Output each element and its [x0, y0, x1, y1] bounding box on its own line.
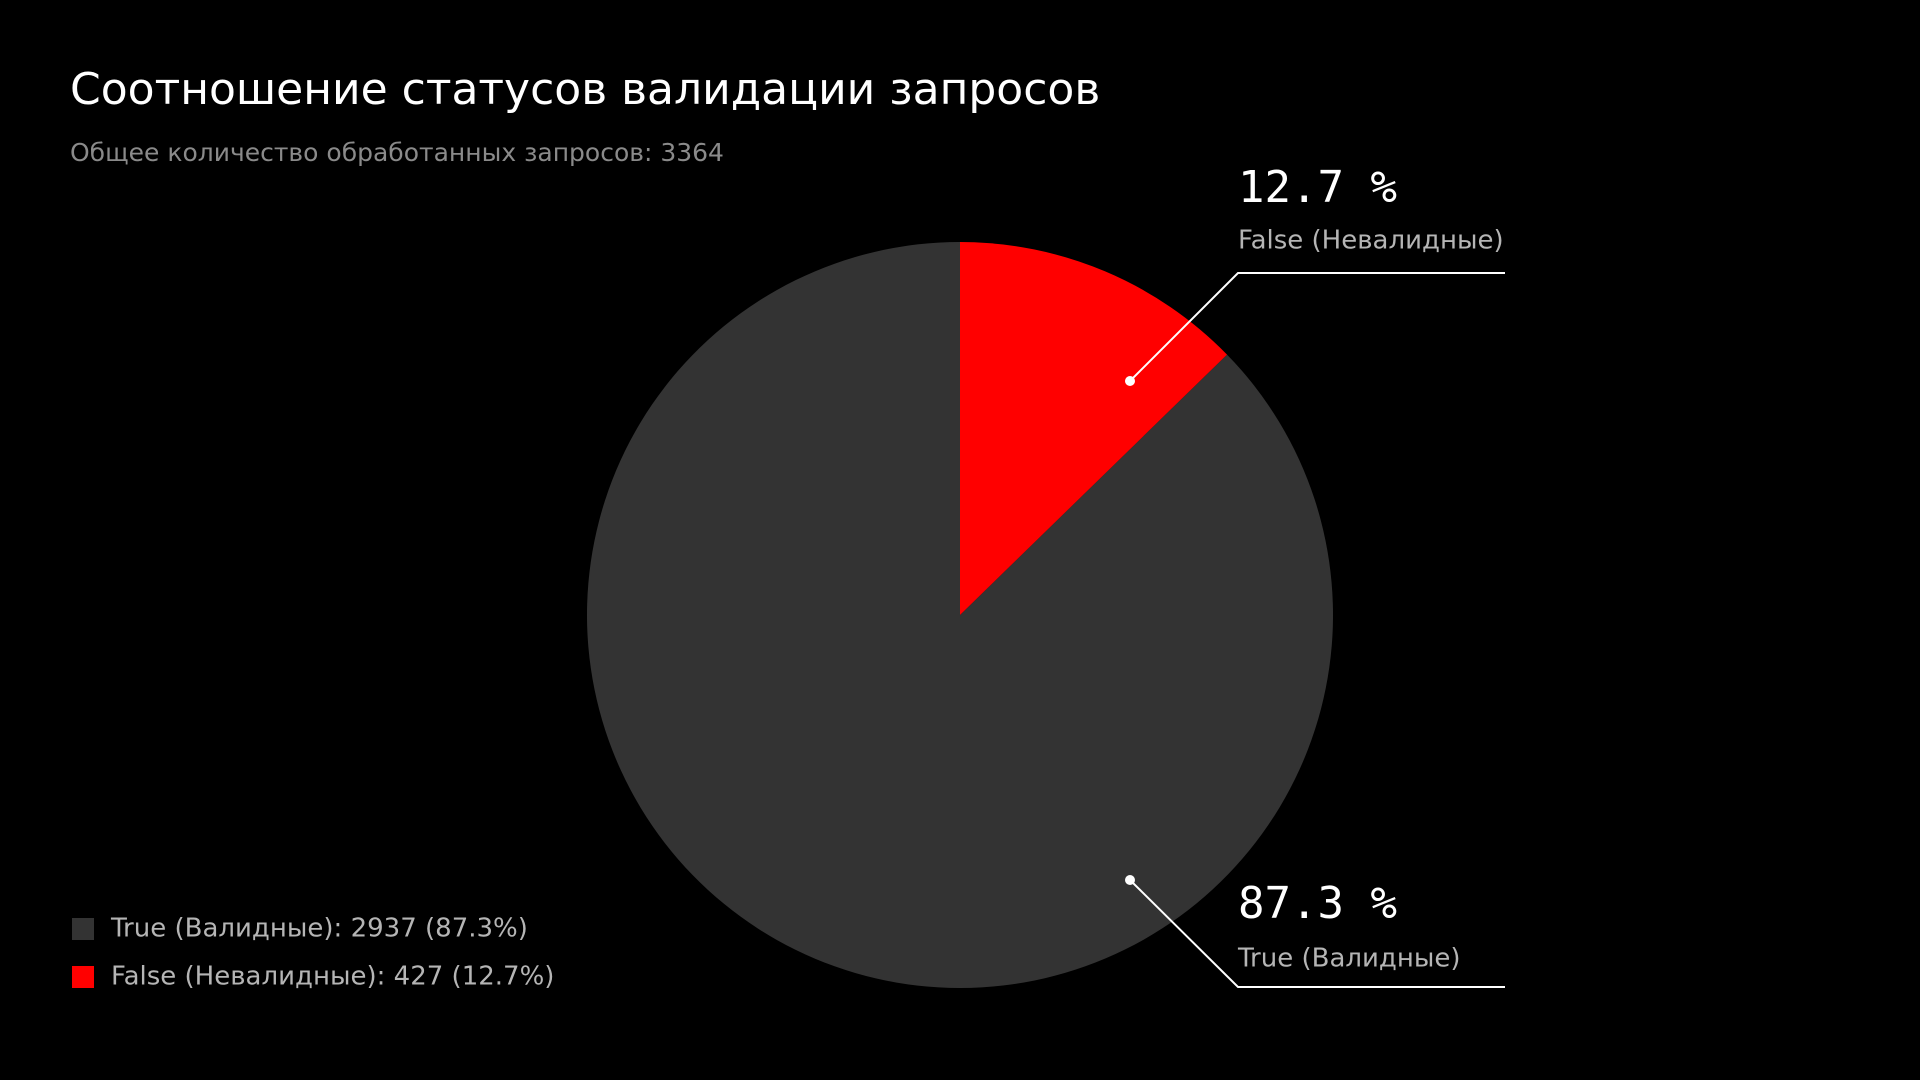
callout-dot	[1125, 376, 1135, 386]
slice-name: True (Валидные)	[1237, 944, 1461, 974]
legend-swatch	[72, 966, 94, 988]
chart-subtitle: Общее количество обработанных запросов: …	[70, 138, 724, 167]
value-label: 12.7 %	[1238, 162, 1397, 213]
pie-slice	[960, 242, 1228, 615]
legend-swatch	[72, 918, 94, 940]
legend-label: False (Невалидные): 427 (12.7%)	[111, 962, 554, 992]
callout-dot	[1125, 875, 1135, 885]
value-label: 87.3 %	[1238, 878, 1397, 929]
slice-name: False (Невалидные)	[1238, 226, 1504, 256]
legend-label: True (Валидные): 2937 (87.3%)	[110, 914, 528, 944]
callout-line	[1129, 879, 1505, 988]
chart-title: Соотношение статусов валидации запросов	[70, 64, 1100, 115]
callout-line	[1129, 272, 1505, 382]
